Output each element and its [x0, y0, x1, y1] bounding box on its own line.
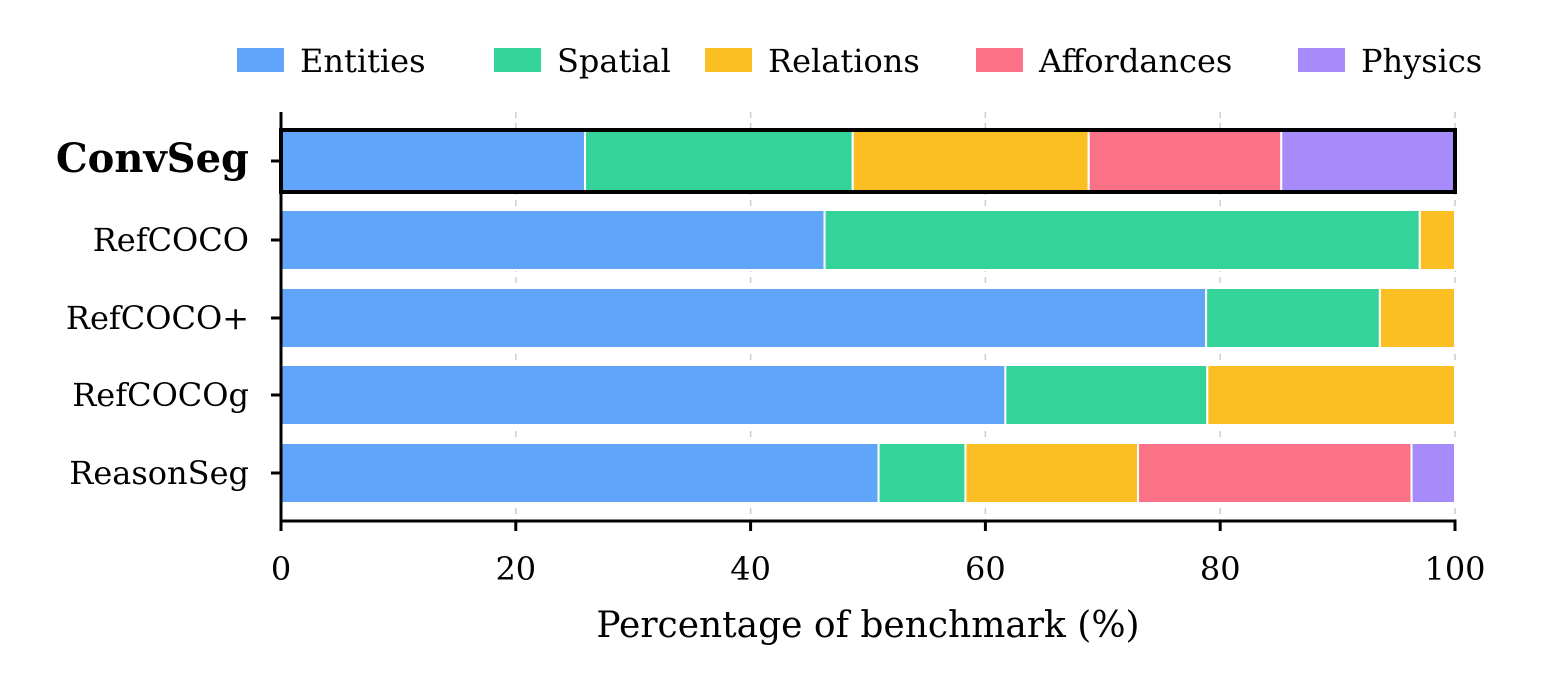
bar-segment-relations [1206, 364, 1457, 426]
bar-segment-spatial [877, 442, 967, 504]
legend-item: Spatial [494, 42, 671, 80]
bar-segment-entities [280, 130, 587, 192]
bar-segment-relations [851, 130, 1090, 192]
legend-swatch [976, 48, 1023, 72]
legend-label: Spatial [557, 42, 671, 80]
x-axis-label: Percentage of benchmark (%) [596, 605, 1139, 646]
legend-label: Relations [768, 42, 920, 80]
x-tick-label: 100 [1424, 550, 1485, 588]
legend-swatch [237, 48, 284, 72]
y-tick-label: RefCOCOg [72, 376, 249, 414]
legend-item: Relations [705, 42, 920, 80]
x-tick-label: 60 [965, 550, 1006, 588]
bar-segment-entities [280, 209, 826, 271]
legend-swatch [1298, 48, 1345, 72]
legend-item: Entities [237, 42, 426, 80]
legend-item: Affordances [976, 42, 1232, 80]
bar-segment-physics [1280, 130, 1457, 192]
bar-segment-physics [1410, 442, 1457, 504]
x-tick-label: 40 [730, 550, 771, 588]
bar-segment-spatial [1205, 287, 1381, 349]
legend-swatch [705, 48, 752, 72]
y-tick-label: RefCOCO [93, 221, 249, 259]
bar-segment-relations [1378, 287, 1457, 349]
y-tick-label: RefCOCO+ [66, 299, 249, 337]
bar-segment-entities [280, 442, 880, 504]
legend-label: Affordances [1038, 42, 1232, 80]
legend-label: Entities [300, 42, 426, 80]
legend-item: Physics [1298, 42, 1482, 80]
y-tick-label: ReasonSeg [69, 454, 249, 492]
y-tick-label: ConvSeg [56, 135, 249, 182]
legend-label: Physics [1361, 42, 1482, 80]
bar-segment-relations [964, 442, 1140, 504]
x-tick-label: 20 [495, 550, 536, 588]
x-tick-label: 0 [271, 550, 291, 588]
bar-segment-spatial [1004, 364, 1209, 426]
bar-segment-spatial [584, 130, 854, 192]
bar-segment-spatial [823, 209, 1421, 271]
bar-segment-entities [280, 287, 1208, 349]
legend-swatch [494, 48, 541, 72]
bar-segment-affordances [1137, 442, 1413, 504]
x-tick-label: 80 [1200, 550, 1241, 588]
bar-segment-relations [1418, 209, 1457, 271]
bar-segment-affordances [1087, 130, 1283, 192]
bar-segment-entities [280, 364, 1007, 426]
